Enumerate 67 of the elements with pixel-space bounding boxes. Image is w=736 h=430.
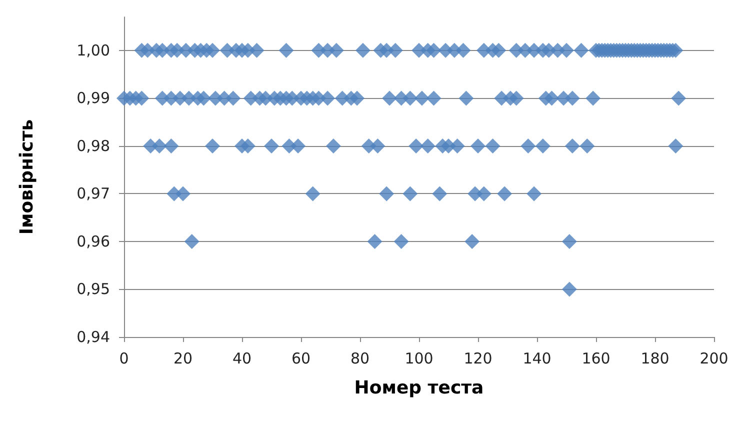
- x-tick-label: 20: [173, 350, 193, 368]
- y-axis-title: Імовірність: [16, 119, 38, 235]
- point: [264, 138, 279, 154]
- point: [290, 138, 306, 154]
- point: [458, 90, 474, 106]
- point: [520, 138, 536, 154]
- point: [580, 138, 595, 154]
- point: [562, 234, 577, 249]
- point: [152, 138, 167, 154]
- x-tick-label: 80: [350, 350, 370, 368]
- y-tick-label: 0,96: [76, 232, 110, 250]
- y-tick-label: 0,95: [76, 280, 110, 298]
- point: [432, 186, 448, 202]
- point: [464, 234, 480, 249]
- point: [205, 138, 220, 154]
- point: [320, 90, 336, 106]
- point: [564, 90, 580, 106]
- point: [671, 90, 686, 106]
- point: [402, 90, 418, 106]
- point: [367, 234, 382, 249]
- x-tick-label: 180: [640, 350, 670, 368]
- point: [305, 186, 320, 202]
- point: [382, 90, 397, 106]
- point: [408, 138, 424, 154]
- x-tick-label: 100: [404, 350, 434, 368]
- y-tick-label: 0,94: [76, 328, 110, 346]
- point: [370, 138, 386, 154]
- point: [535, 138, 550, 154]
- point: [414, 90, 430, 106]
- point: [350, 90, 365, 106]
- x-tick-label: 60: [291, 350, 311, 368]
- point: [426, 90, 442, 106]
- point: [164, 138, 179, 154]
- x-tick-label: 120: [464, 350, 492, 368]
- y-tick-label: 0,99: [76, 89, 110, 108]
- x-tick-label: 0: [119, 350, 129, 368]
- point: [497, 186, 512, 202]
- point: [564, 138, 580, 154]
- x-tick-label: 40: [232, 350, 252, 368]
- point: [379, 186, 394, 202]
- point: [526, 186, 542, 202]
- y-tick-label: 0,98: [76, 136, 110, 155]
- point: [544, 90, 560, 106]
- point: [196, 90, 212, 106]
- point: [485, 138, 500, 154]
- point: [326, 138, 341, 154]
- point: [134, 90, 150, 106]
- point: [508, 90, 524, 106]
- x-axis-title: Номер теста: [354, 378, 484, 398]
- point: [394, 234, 409, 249]
- point: [226, 90, 241, 106]
- point: [176, 186, 190, 202]
- point: [562, 282, 577, 297]
- point: [450, 138, 465, 154]
- point: [184, 234, 200, 249]
- x-tick-label: 200: [700, 350, 728, 368]
- x-tick-label: 160: [582, 350, 610, 368]
- point: [402, 186, 418, 202]
- y-tick-label: 1,00: [76, 41, 110, 60]
- y-tick-label: 0,97: [76, 184, 110, 203]
- point: [586, 90, 601, 106]
- point: [668, 138, 684, 154]
- point: [476, 186, 492, 202]
- point: [420, 138, 436, 154]
- point: [240, 138, 256, 154]
- point: [470, 138, 486, 154]
- x-tick-label: 140: [522, 350, 552, 368]
